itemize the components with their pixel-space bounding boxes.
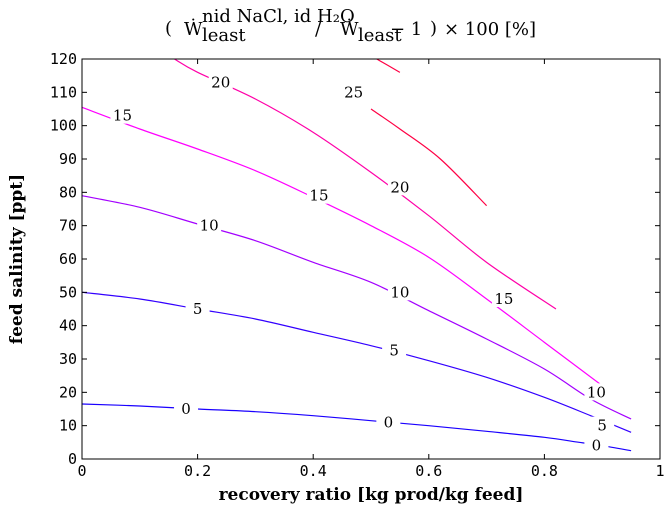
title-open-paren: ( — [165, 18, 172, 39]
contour-label-bg — [376, 413, 401, 431]
y-tick-label: 110 — [50, 83, 77, 101]
contour-label-bg — [110, 106, 135, 124]
title-subscript: least — [202, 25, 246, 46]
contour-line-20 — [174, 58, 557, 310]
y-axis-label: feed salinity [ppt] — [7, 174, 27, 344]
contour-label-5: 5 — [389, 342, 399, 360]
title-minus-one: − 1 — [390, 19, 422, 40]
y-tick-label: 60 — [59, 250, 77, 268]
contour-label-15: 15 — [309, 187, 328, 205]
x-tick-label: 0.8 — [531, 462, 558, 480]
contour-label-5: 5 — [597, 417, 607, 435]
contour-line-10 — [81, 195, 632, 420]
contour-labels: 0 0 0 5 5 5 10 10 10 15 15 15 20 20 25 — [110, 73, 615, 455]
contour-line-25 — [376, 58, 401, 73]
contour-label-0: 0 — [592, 437, 602, 455]
contour-line-15 — [81, 106, 603, 387]
contour-label-bg — [197, 216, 222, 234]
y-tick-label: 80 — [59, 183, 77, 201]
contour-label-bg — [584, 383, 609, 401]
contour-label-bg — [491, 290, 516, 307]
contour-label-0: 0 — [181, 400, 191, 418]
x-axis-label: recovery ratio [kg prod/kg feed] — [219, 485, 524, 505]
title-superscript: nid NaCl, id H₂O — [202, 6, 355, 27]
y-tick-label: 30 — [59, 350, 77, 368]
contour-lines — [81, 58, 632, 452]
contour-label-5: 5 — [193, 300, 203, 318]
x-tick-label: 0.2 — [184, 462, 211, 480]
contour-label-15: 15 — [494, 290, 513, 308]
contour-label-bg — [306, 186, 331, 204]
contour-label-bg — [590, 416, 615, 434]
contour-label-10: 10 — [390, 283, 409, 301]
contour-label-bg — [208, 73, 233, 91]
contour-label-20: 20 — [211, 73, 230, 91]
contour-label-15: 15 — [113, 107, 132, 125]
plot-title: ( Ẇ nid NaCl, id H₂O least / Ẇ least − 1… — [165, 6, 536, 46]
title-subscript-2: least — [358, 25, 402, 46]
title-w-symbol: Ẇ — [184, 17, 203, 40]
contour-label-25: 25 — [344, 83, 363, 101]
title-divider: / — [315, 19, 322, 40]
y-tick-label: 0 — [68, 450, 77, 468]
x-axis-ticks: 0 0.2 0.4 0.6 0.8 1 — [77, 59, 665, 480]
contour-line-0 — [81, 403, 632, 452]
contour-label-bg — [387, 178, 412, 196]
contour-line-25 — [370, 108, 488, 207]
y-tick-label: 40 — [59, 317, 77, 335]
y-tick-label: 20 — [59, 383, 77, 401]
contour-label-bg — [174, 400, 199, 417]
plot-frame — [81, 58, 661, 460]
contour-label-bg — [185, 300, 210, 317]
y-tick-label: 70 — [59, 217, 77, 235]
contour-line-5 — [81, 291, 632, 433]
title-close-paren: ) — [430, 18, 437, 39]
y-tick-label: 100 — [50, 117, 77, 135]
y-tick-label: 90 — [59, 150, 77, 168]
contour-label-20: 20 — [390, 178, 409, 196]
x-tick-label: 1 — [655, 462, 664, 480]
contour-label-bg — [584, 436, 609, 454]
x-tick-label: 0 — [77, 462, 86, 480]
title-w-symbol-2: Ẇ — [340, 17, 359, 40]
contour-label-bg — [387, 283, 412, 301]
y-tick-label: 120 — [50, 50, 77, 68]
y-tick-label: 50 — [59, 283, 77, 301]
contour-label-10: 10 — [200, 217, 219, 235]
x-tick-label: 0.6 — [415, 462, 442, 480]
contour-label-bg — [341, 83, 366, 101]
x-tick-label: 0.4 — [300, 462, 327, 480]
contour-label-0: 0 — [384, 413, 394, 431]
contour-label-10: 10 — [587, 383, 606, 401]
contour-label-bg — [382, 341, 407, 359]
title-tail: × 100 [%] — [444, 19, 536, 40]
y-tick-label: 10 — [59, 417, 77, 435]
